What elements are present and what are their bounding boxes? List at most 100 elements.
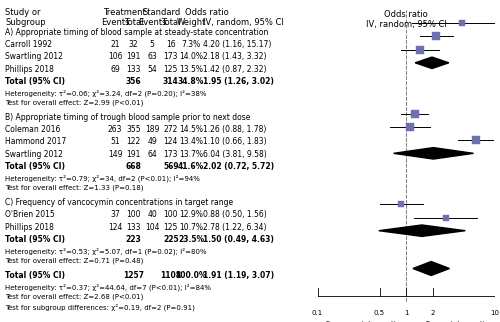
Text: 122: 122 xyxy=(126,137,141,147)
Text: Phillips 2018: Phillips 2018 xyxy=(5,65,54,74)
Text: 13.4%: 13.4% xyxy=(179,137,203,147)
Text: 0.1: 0.1 xyxy=(312,310,323,316)
Text: A) Appropriate timing of blood sample at steady-state concentration: A) Appropriate timing of blood sample at… xyxy=(5,27,268,36)
Text: 173: 173 xyxy=(164,150,178,159)
Text: 6.04 (3.81, 9.58): 6.04 (3.81, 9.58) xyxy=(204,150,267,159)
Text: 10: 10 xyxy=(490,310,500,316)
Text: 223: 223 xyxy=(126,235,142,244)
Text: Favors intervention: Favors intervention xyxy=(426,321,493,322)
Text: Total: Total xyxy=(124,18,144,27)
Point xyxy=(416,47,424,52)
Text: IV, random, 95% CI: IV, random, 95% CI xyxy=(366,20,446,29)
Text: 21: 21 xyxy=(110,40,120,49)
Text: 63: 63 xyxy=(148,52,157,61)
Text: 124: 124 xyxy=(108,223,122,232)
Text: Test for overall effect: Z=0.71 (P=0.48): Test for overall effect: Z=0.71 (P=0.48) xyxy=(5,258,143,264)
Text: 1.95 (1.26, 3.02): 1.95 (1.26, 3.02) xyxy=(204,77,274,86)
Text: O'Brien 2015: O'Brien 2015 xyxy=(5,210,55,219)
Text: 263: 263 xyxy=(108,125,122,134)
Text: 1.42 (0.87, 2.32): 1.42 (0.87, 2.32) xyxy=(204,65,267,74)
Text: 569: 569 xyxy=(163,162,178,171)
Point xyxy=(411,111,419,116)
Text: 355: 355 xyxy=(126,125,141,134)
Text: Total (95% CI): Total (95% CI) xyxy=(5,162,65,171)
Text: Swartling 2012: Swartling 2012 xyxy=(5,52,63,61)
Text: 100.0%: 100.0% xyxy=(176,270,207,279)
Text: 1.26 (0.88, 1.78): 1.26 (0.88, 1.78) xyxy=(204,125,267,134)
Text: 13.5%: 13.5% xyxy=(179,65,203,74)
Polygon shape xyxy=(413,261,450,276)
Text: 12.9%: 12.9% xyxy=(179,210,203,219)
Polygon shape xyxy=(379,225,466,236)
Text: Test for overall effect: Z=1.33 (P=0.18): Test for overall effect: Z=1.33 (P=0.18) xyxy=(5,185,143,191)
Text: 0.5: 0.5 xyxy=(374,310,385,316)
Text: 1.50 (0.49, 4.63): 1.50 (0.49, 4.63) xyxy=(204,235,274,244)
Text: B) Appropriate timing of trough blood sample prior to next dose: B) Appropriate timing of trough blood sa… xyxy=(5,113,250,122)
Text: 133: 133 xyxy=(126,65,141,74)
Text: Subgroup: Subgroup xyxy=(5,18,46,27)
Text: 51: 51 xyxy=(110,137,120,147)
Text: 133: 133 xyxy=(126,223,141,232)
Text: 10.7%: 10.7% xyxy=(179,223,203,232)
Text: 14.0%: 14.0% xyxy=(179,52,203,61)
Point xyxy=(432,34,440,39)
Text: 1257: 1257 xyxy=(123,270,144,279)
Text: Test for subgroup differences: χ²=0.19, df=2 (P=0.91): Test for subgroup differences: χ²=0.19, … xyxy=(5,303,195,311)
Point xyxy=(442,215,450,220)
Polygon shape xyxy=(415,57,449,69)
Polygon shape xyxy=(394,147,473,159)
Text: 5: 5 xyxy=(150,40,154,49)
Text: 16: 16 xyxy=(166,40,175,49)
Text: 2.78 (1.22, 6.34): 2.78 (1.22, 6.34) xyxy=(204,223,267,232)
Text: 124: 124 xyxy=(164,137,178,147)
Text: 314: 314 xyxy=(163,77,178,86)
Text: 7.3%: 7.3% xyxy=(182,40,201,49)
Text: 32: 32 xyxy=(129,40,138,49)
Text: Favors no intervention: Favors no intervention xyxy=(326,321,404,322)
Text: Swartling 2012: Swartling 2012 xyxy=(5,150,63,159)
Text: 4.20 (1.16, 15.17): 4.20 (1.16, 15.17) xyxy=(204,40,272,49)
Text: C) Frequency of vancocymin concentrations in target range: C) Frequency of vancocymin concentration… xyxy=(5,198,233,207)
Text: 64: 64 xyxy=(148,150,157,159)
Text: Events: Events xyxy=(138,18,166,27)
Text: Hammond 2017: Hammond 2017 xyxy=(5,137,66,147)
Text: Test for overall effect: Z=2.99 (P<0.01): Test for overall effect: Z=2.99 (P<0.01) xyxy=(5,100,143,106)
Text: Odds ratio: Odds ratio xyxy=(184,8,228,17)
Text: 1: 1 xyxy=(404,310,408,316)
Text: Events: Events xyxy=(101,18,130,27)
Text: IV, random, 95% CI: IV, random, 95% CI xyxy=(204,18,284,27)
Text: Weight: Weight xyxy=(176,18,206,27)
Text: 149: 149 xyxy=(108,150,122,159)
Text: Total (95% CI): Total (95% CI) xyxy=(5,77,65,86)
Text: 34.8%: 34.8% xyxy=(178,77,204,86)
Text: 40: 40 xyxy=(148,210,157,219)
Text: 14.5%: 14.5% xyxy=(179,125,203,134)
Text: Heterogeneity: τ²=0.79; χ²=34, df=2 (P<0.01); I²=94%: Heterogeneity: τ²=0.79; χ²=34, df=2 (P<0… xyxy=(5,175,200,182)
Text: 2.18 (1.43, 3.32): 2.18 (1.43, 3.32) xyxy=(204,52,267,61)
Text: Phillips 2018: Phillips 2018 xyxy=(5,223,54,232)
Point xyxy=(458,21,466,26)
Text: Total (95% CI): Total (95% CI) xyxy=(5,270,65,279)
Text: 668: 668 xyxy=(126,162,142,171)
Text: 272: 272 xyxy=(164,125,178,134)
Text: 225: 225 xyxy=(163,235,178,244)
Text: 1108: 1108 xyxy=(160,270,182,279)
Text: 54: 54 xyxy=(148,65,157,74)
Text: Total (95% CI): Total (95% CI) xyxy=(5,235,65,244)
Text: Treatment: Treatment xyxy=(103,8,146,17)
Text: 49: 49 xyxy=(148,137,157,147)
Text: 41.6%: 41.6% xyxy=(178,162,204,171)
Text: 13.7%: 13.7% xyxy=(179,150,203,159)
Text: 104: 104 xyxy=(145,223,160,232)
Text: 191: 191 xyxy=(126,52,141,61)
Text: 125: 125 xyxy=(164,223,178,232)
Point xyxy=(472,137,480,143)
Text: 106: 106 xyxy=(108,52,122,61)
Text: 2: 2 xyxy=(431,310,435,316)
Text: Heterogeneity: τ²=0.06; χ²=3.24, df=2 (P=0.20); I²=38%: Heterogeneity: τ²=0.06; χ²=3.24, df=2 (P… xyxy=(5,90,206,97)
Text: 0.88 (0.50, 1.56): 0.88 (0.50, 1.56) xyxy=(204,210,267,219)
Text: Standard: Standard xyxy=(142,8,180,17)
Text: 23.5%: 23.5% xyxy=(178,235,204,244)
Text: 69: 69 xyxy=(110,65,120,74)
Text: 1.10 (0.66, 1.83): 1.10 (0.66, 1.83) xyxy=(204,137,267,147)
